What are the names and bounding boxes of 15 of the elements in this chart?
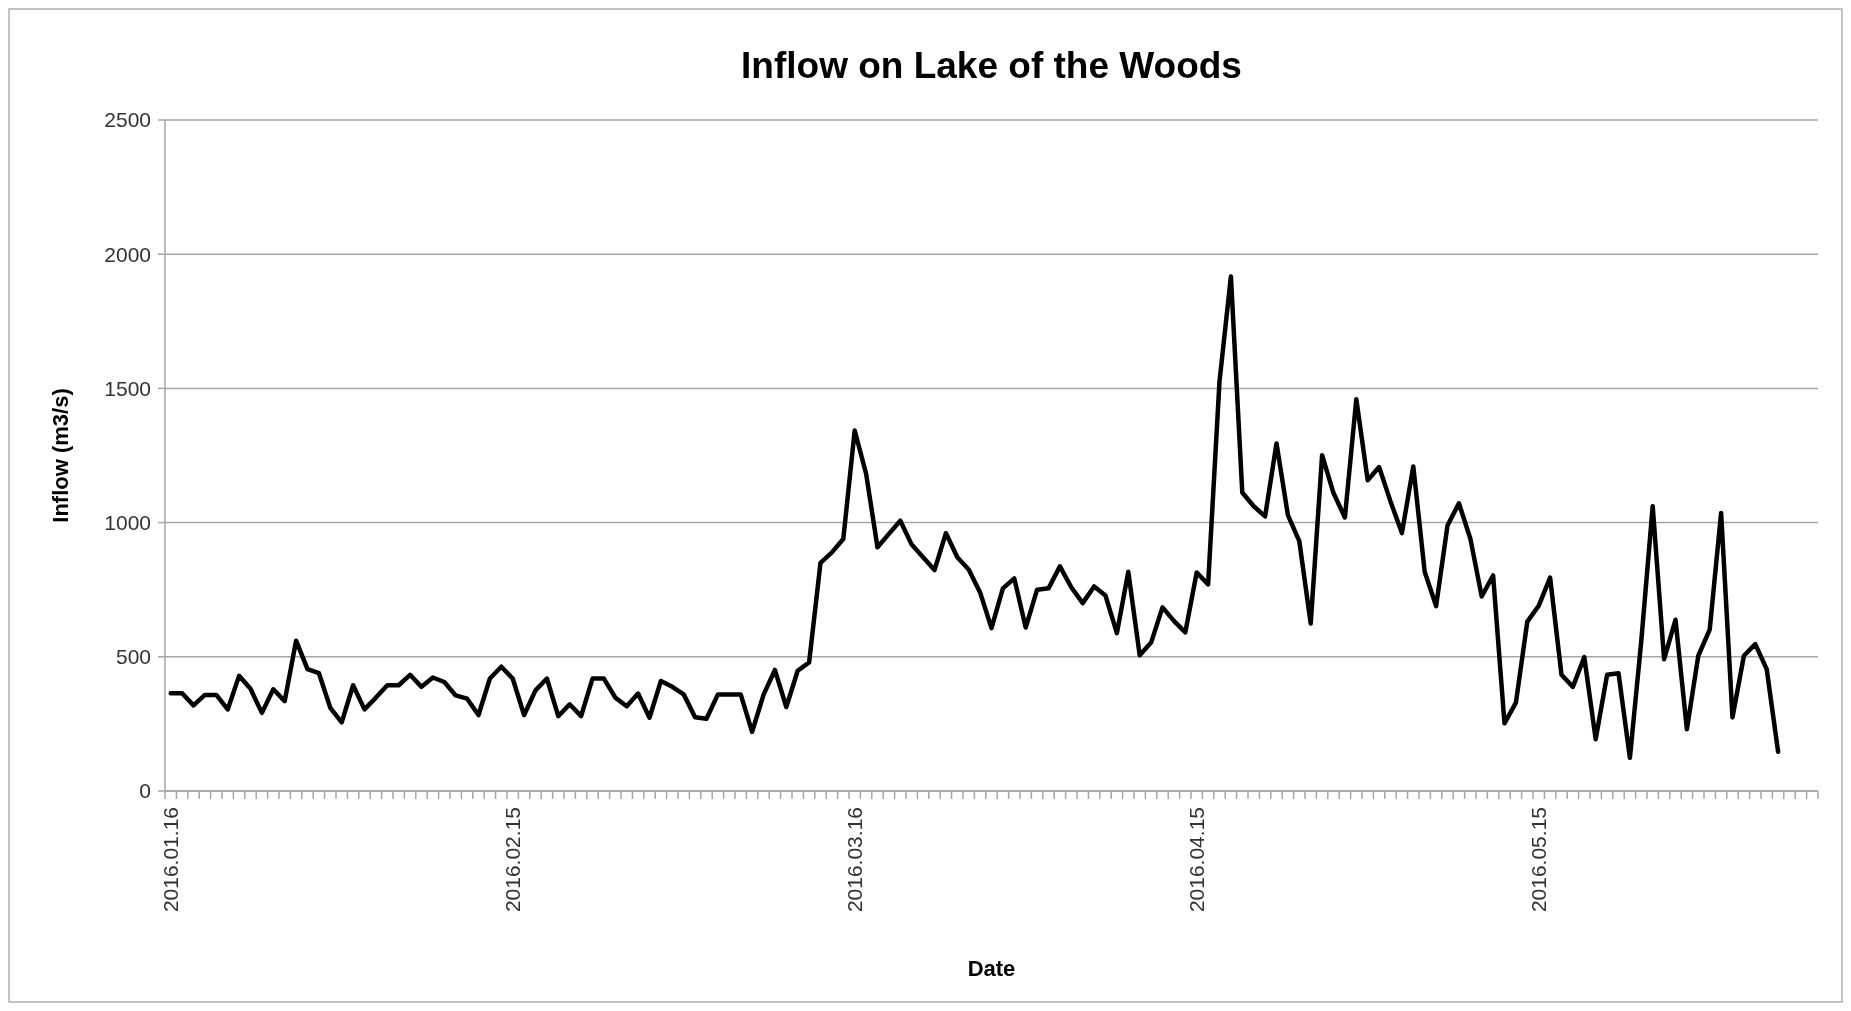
y-tick-label: 2000	[104, 242, 151, 266]
y-tick-label: 0	[139, 779, 151, 803]
y-tick-label: 2500	[104, 108, 151, 132]
x-tick-label: 2016.02.15	[501, 807, 525, 913]
y-axis-title: Inflow (m3/s)	[48, 388, 73, 523]
x-axis-title: Date	[967, 956, 1016, 981]
x-tick-label: 2016.01.16	[159, 807, 183, 913]
chart-title: Inflow on Lake of the Woods	[741, 45, 1242, 86]
y-tick-label: 1500	[104, 376, 151, 400]
x-tick-label: 2016.05.15	[1527, 807, 1551, 913]
line-series	[168, 274, 1781, 760]
y-tick-label: 1000	[104, 510, 151, 534]
y-tick-label: 500	[115, 645, 151, 669]
x-tick-label: 2016.04.15	[1185, 807, 1209, 913]
x-tick-label: 2016.03.16	[843, 807, 867, 913]
